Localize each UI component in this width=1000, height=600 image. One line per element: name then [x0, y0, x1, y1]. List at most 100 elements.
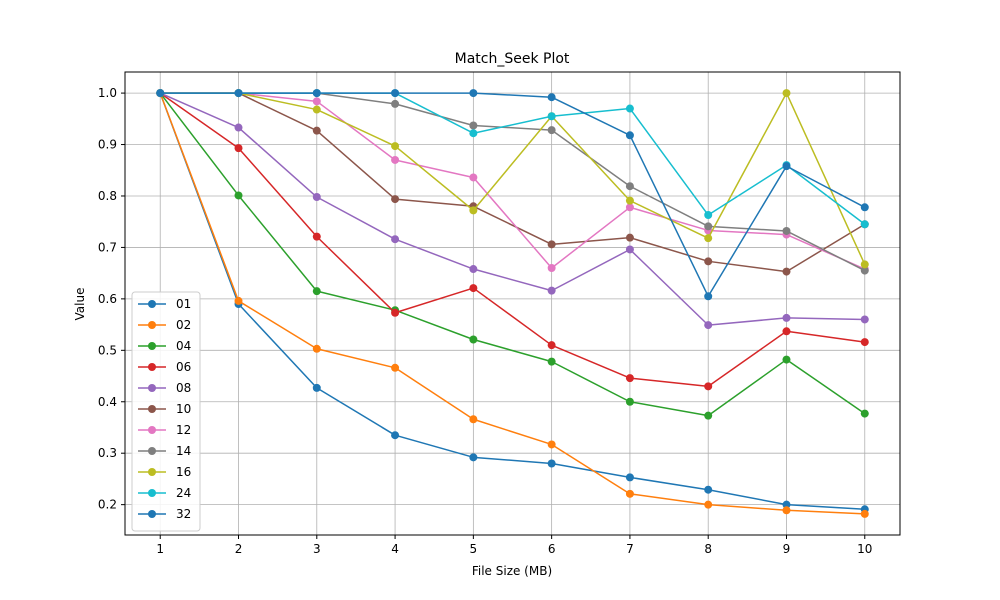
legend-marker	[148, 489, 156, 497]
x-axis-ticks: 1 2 3 4 5 6 7 8 9 10	[156, 535, 872, 556]
series-16	[156, 89, 869, 269]
plot-frame	[124, 71, 901, 536]
series-line	[160, 92, 866, 273]
legend-label: 01	[176, 297, 191, 311]
data-point	[625, 489, 634, 498]
legend-marker	[148, 510, 156, 518]
x-axis-label: File Size (MB)	[472, 564, 552, 578]
legend-item-06: 06	[138, 360, 191, 374]
data-point	[547, 93, 556, 102]
data-point	[312, 193, 321, 202]
data-point	[704, 411, 713, 420]
data-point	[391, 89, 400, 98]
data-point	[312, 344, 321, 353]
legend-marker	[148, 384, 156, 392]
data-point	[860, 260, 869, 269]
y-tick-label: 0.3	[98, 446, 117, 460]
data-point	[782, 89, 791, 98]
series-14	[156, 89, 869, 275]
legend-label: 10	[176, 402, 191, 416]
legend-item-32: 32	[138, 507, 191, 521]
x-tick-label: 2	[235, 542, 243, 556]
data-point	[625, 374, 634, 383]
data-point	[860, 220, 869, 229]
legend-marker	[148, 447, 156, 455]
data-point	[469, 265, 478, 274]
data-point	[469, 173, 478, 182]
chart-title: Match_Seek Plot	[455, 51, 570, 67]
data-point	[860, 338, 869, 347]
legend-marker	[148, 405, 156, 413]
data-point	[704, 321, 713, 330]
legend-marker	[148, 363, 156, 371]
x-tick-label: 3	[313, 542, 321, 556]
data-point	[782, 226, 791, 235]
data-point	[547, 459, 556, 468]
data-point	[625, 473, 634, 482]
legend-item-10: 10	[138, 402, 191, 416]
data-point	[625, 233, 634, 242]
legend-label: 08	[176, 381, 191, 395]
series-06	[156, 89, 869, 391]
x-tick-label: 6	[548, 542, 556, 556]
data-point	[704, 257, 713, 266]
data-point	[625, 397, 634, 406]
legend-marker	[148, 300, 156, 308]
y-tick-label: 0.5	[98, 343, 117, 357]
series-line	[160, 92, 866, 225]
series-line	[159, 92, 865, 388]
series-line	[160, 92, 866, 298]
data-point	[547, 240, 556, 249]
data-point	[312, 97, 321, 106]
data-point	[469, 129, 478, 138]
legend-label: 02	[176, 318, 191, 332]
data-point	[547, 264, 556, 273]
data-point	[782, 500, 791, 509]
legend-item-14: 14	[138, 444, 191, 458]
x-tick-label: 5	[470, 542, 478, 556]
series-line	[160, 92, 866, 265]
series-32	[156, 89, 869, 301]
data-point	[704, 292, 713, 301]
legend: 01 02 04 06 08 10 12 14 16 24 32	[131, 291, 201, 532]
data-point	[704, 485, 713, 494]
data-point	[860, 409, 869, 418]
legend-item-04: 04	[138, 339, 191, 353]
x-tick-label: 8	[704, 542, 712, 556]
data-point	[391, 363, 400, 372]
data-point	[391, 142, 400, 151]
y-tick-label: 0.8	[98, 189, 117, 203]
data-point	[860, 203, 869, 212]
series-01	[156, 89, 869, 514]
legend-marker	[148, 321, 156, 329]
data-point	[312, 232, 321, 241]
series-layer	[156, 89, 869, 518]
data-point	[312, 287, 321, 296]
data-point	[782, 355, 791, 364]
data-point	[469, 453, 478, 462]
legend-marker	[148, 426, 156, 434]
data-point	[312, 383, 321, 392]
x-tick-label: 7	[626, 542, 634, 556]
x-tick-label: 10	[857, 542, 872, 556]
legend-label: 24	[176, 486, 191, 500]
data-point	[782, 162, 791, 171]
y-tick-label: 0.6	[98, 292, 117, 306]
data-point	[391, 308, 400, 317]
data-point	[391, 155, 400, 164]
data-point	[860, 266, 869, 275]
data-point	[625, 131, 634, 140]
data-point	[547, 126, 556, 135]
legend-marker	[148, 468, 156, 476]
legend-label: 16	[176, 465, 191, 479]
x-tick-label: 9	[783, 542, 791, 556]
series-line	[159, 92, 865, 515]
data-point	[234, 296, 243, 305]
legend-marker	[148, 342, 156, 350]
legend-label: 06	[176, 360, 191, 374]
data-point	[469, 121, 478, 130]
data-point	[547, 341, 556, 350]
data-point	[860, 315, 869, 324]
series-line	[159, 92, 866, 417]
data-point	[547, 357, 556, 366]
